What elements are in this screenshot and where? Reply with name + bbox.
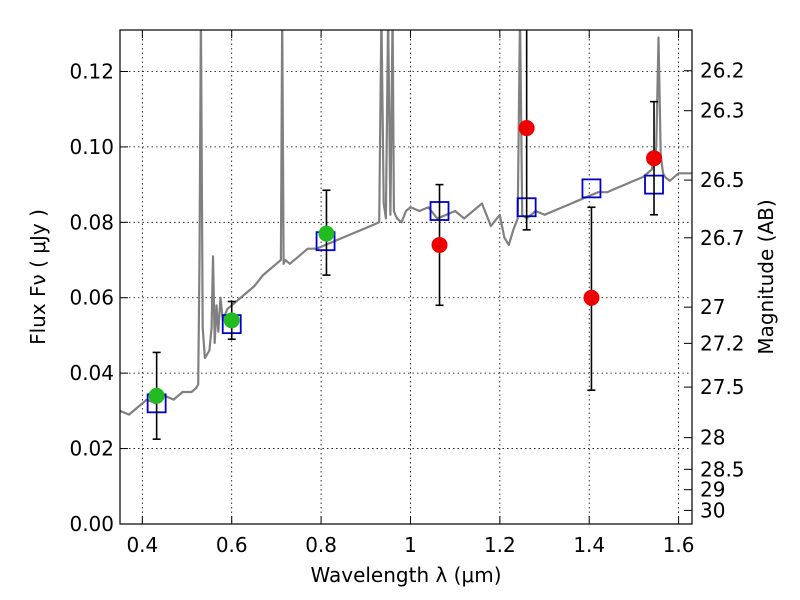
y-tick-label: 0.00 [69,512,114,536]
tick-marks [120,30,692,525]
red-point [646,150,663,167]
right-axis-title: Magnitude (AB) [754,199,778,354]
x-tick-label: 1.6 [663,533,695,557]
magnitude-tick-label: 28.5 [700,457,745,481]
magnitude-tick-label: 30 [700,498,725,522]
magnitude-tick-label: 27.2 [700,331,745,355]
model-square [581,178,602,199]
green-point [318,225,335,242]
tick-labels: 0.4 0.6 0.8 1 1.2 1.4 1.6 0.00 0.02 0.04 0.06 0.08 0… [69,59,744,557]
plot-frame [119,29,693,525]
magnitude-tick-label: 27 [700,295,725,319]
magnitude-tick-label: 28 [700,426,725,450]
red-point [583,289,600,306]
magnitude-tick-label: 26.5 [700,168,745,192]
y-tick-label: 0.04 [69,361,114,385]
y-axis-title: Flux Fν ( μJy ) [26,209,50,345]
plot-area [120,30,692,440]
green-point [223,312,240,329]
y-tick-label: 0.08 [69,210,114,234]
y-tick-label: 0.10 [69,135,114,159]
gridlines [120,30,692,525]
magnitude-tick-label: 27.5 [700,375,745,399]
red-point [518,120,535,137]
spectrum-line [120,30,692,416]
x-tick-label: 0.6 [216,533,248,557]
x-axis-title: Wavelength λ (μm) [310,563,501,587]
green-point [148,387,165,404]
x-tick-label: 1.4 [573,533,605,557]
x-tick-label: 0.8 [305,533,337,557]
x-tick-label: 1 [404,533,417,557]
magnitude-tick-label: 26.7 [700,226,745,250]
y-tick-label: 0.02 [69,437,114,461]
y-tick-label: 0.12 [69,59,114,83]
red-point [431,236,448,253]
y-tick-label: 0.06 [69,286,114,310]
magnitude-tick-label: 29 [700,478,725,502]
x-tick-label: 1.2 [484,533,516,557]
magnitude-tick-label: 26.2 [700,59,745,83]
magnitude-tick-label: 26.3 [700,99,745,123]
x-tick-label: 0.4 [126,533,158,557]
